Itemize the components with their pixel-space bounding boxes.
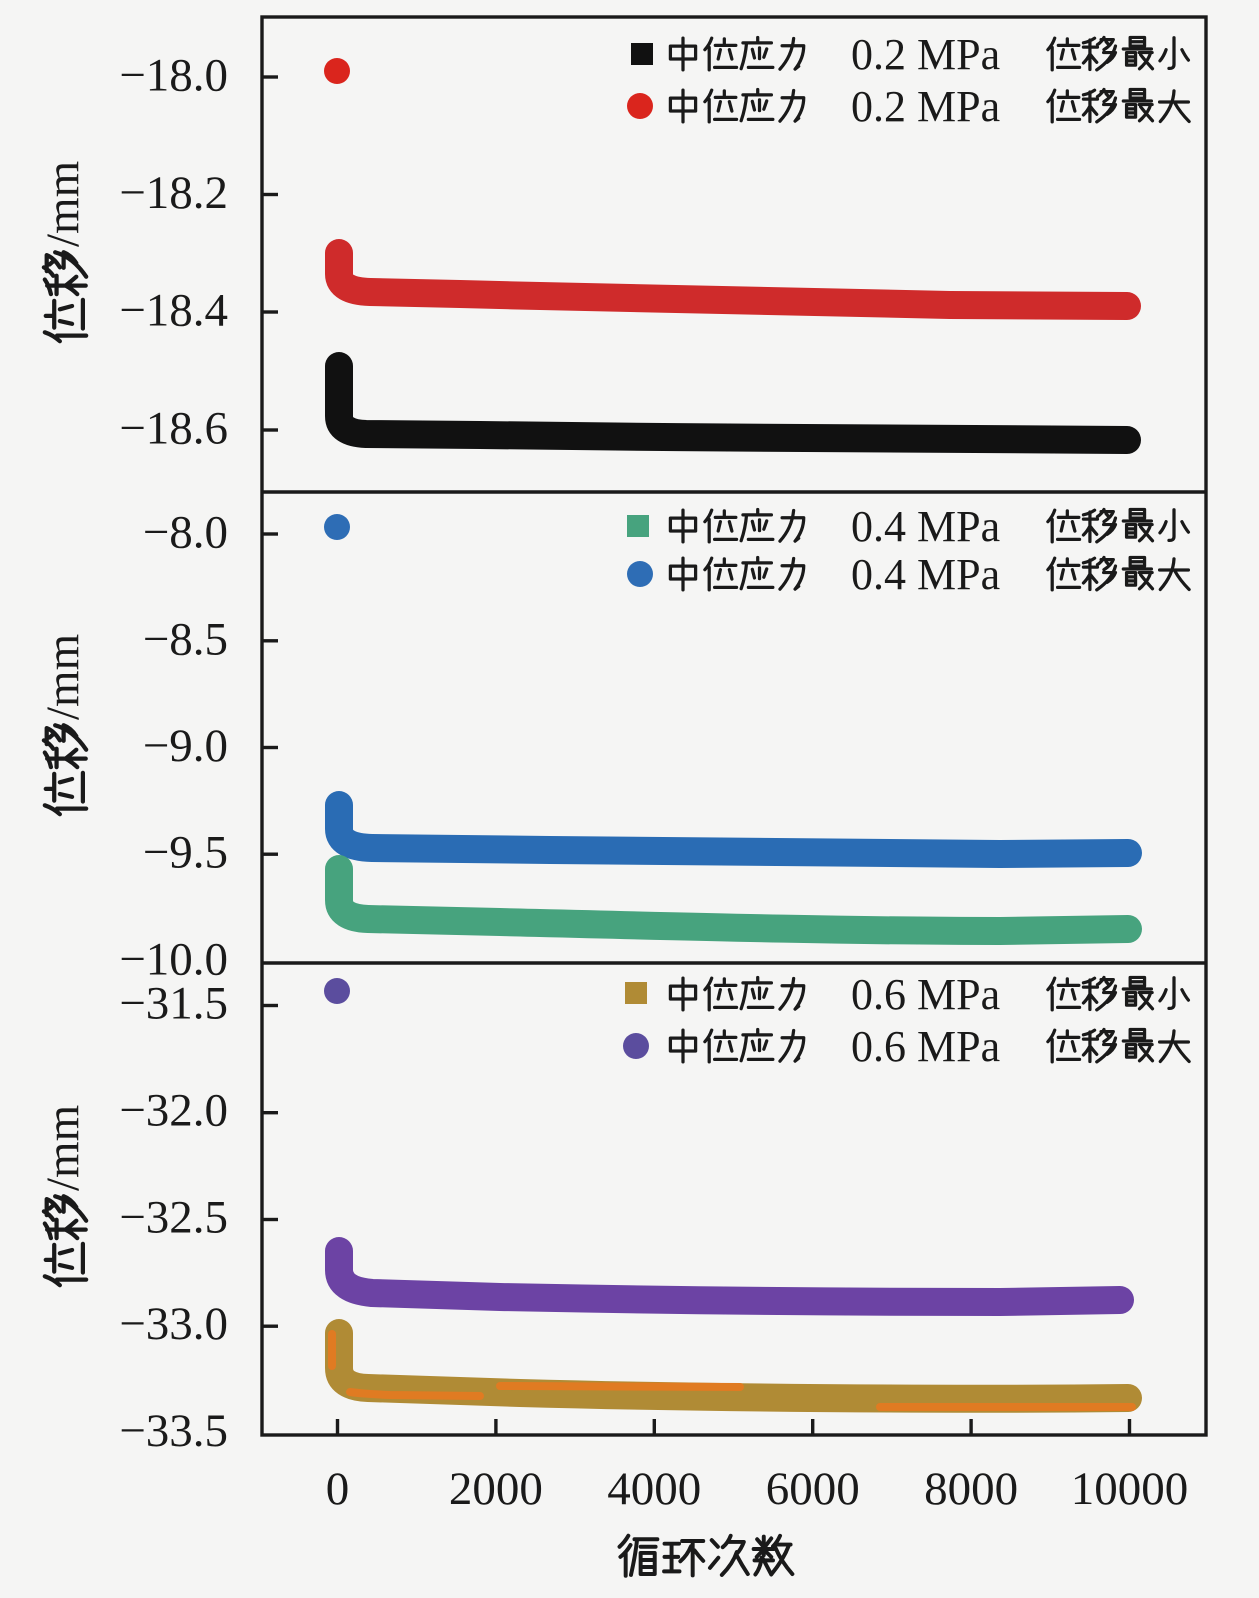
svg-text:−9.5: −9.5 (143, 827, 228, 879)
svg-text:−9.0: −9.0 (143, 720, 228, 772)
svg-text:0.6 MPa: 0.6 MPa (851, 1022, 1000, 1071)
svg-text:−8.5: −8.5 (143, 613, 228, 665)
svg-text:0: 0 (326, 1463, 350, 1515)
svg-text:0.4 MPa: 0.4 MPa (851, 550, 1000, 599)
svg-text:0.6 MPa: 0.6 MPa (851, 970, 1000, 1019)
svg-text:6000: 6000 (766, 1463, 860, 1515)
svg-text:−18.2: −18.2 (119, 167, 228, 219)
svg-text:−33.5: −33.5 (119, 1405, 228, 1457)
svg-text:−32.0: −32.0 (119, 1085, 228, 1137)
svg-text:/mm: /mm (37, 1105, 89, 1191)
svg-text:0.2 MPa: 0.2 MPa (851, 30, 1000, 79)
svg-text:−18.4: −18.4 (119, 285, 228, 337)
svg-text:0.4 MPa: 0.4 MPa (851, 502, 1000, 551)
svg-text:/mm: /mm (37, 161, 89, 247)
svg-text:10000: 10000 (1071, 1463, 1189, 1515)
svg-text:−18.6: −18.6 (119, 403, 228, 455)
svg-text:−8.0: −8.0 (143, 507, 228, 559)
svg-text:/mm: /mm (37, 634, 89, 720)
svg-text:0.2 MPa: 0.2 MPa (851, 82, 1000, 131)
svg-text:−18.0: −18.0 (119, 50, 228, 102)
svg-text:8000: 8000 (924, 1463, 1018, 1515)
svg-text:−33.0: −33.0 (119, 1298, 228, 1350)
svg-text:−10.0: −10.0 (119, 934, 228, 986)
svg-text:4000: 4000 (607, 1463, 701, 1515)
svg-text:2000: 2000 (449, 1463, 543, 1515)
svg-text:−31.5: −31.5 (119, 978, 228, 1030)
svg-text:−32.5: −32.5 (119, 1192, 228, 1244)
